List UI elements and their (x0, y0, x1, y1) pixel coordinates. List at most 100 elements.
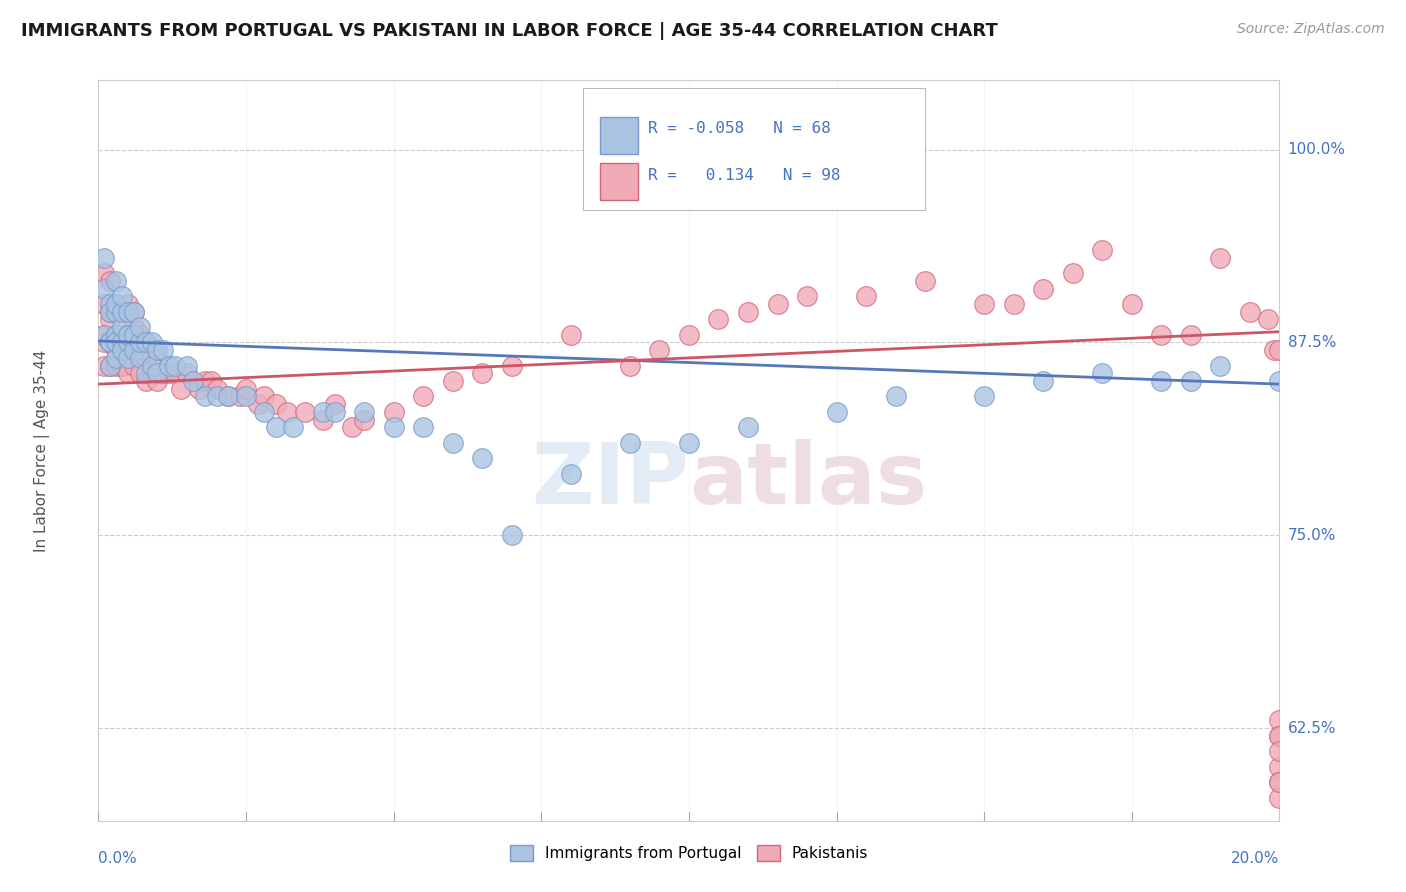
Point (471, 367, 494, 381)
Point (141, 359, 163, 373)
Point (128, 335, 150, 350)
Point (93, 335, 115, 350)
Point (98, 359, 121, 373)
Point (105, 274, 128, 288)
Point (105, 335, 128, 350)
Point (342, 420, 364, 434)
Point (1268, 744, 1291, 758)
Point (294, 405, 316, 419)
Point (194, 374, 217, 388)
Text: 87.5%: 87.5% (1288, 335, 1336, 350)
Point (146, 367, 169, 381)
Point (93, 266, 115, 280)
Point (1268, 775, 1291, 789)
Point (412, 420, 434, 434)
Point (117, 327, 139, 342)
Point (914, 274, 936, 288)
Point (111, 343, 134, 358)
Point (117, 367, 139, 381)
Point (1150, 327, 1173, 342)
Point (353, 412, 375, 426)
Point (1268, 775, 1291, 789)
Text: ZIP: ZIP (531, 439, 689, 522)
Text: 20.0%: 20.0% (1232, 851, 1279, 866)
Point (412, 389, 434, 403)
Point (264, 420, 287, 434)
Point (111, 304, 134, 318)
Point (98, 335, 121, 350)
Point (170, 382, 193, 396)
Point (152, 367, 174, 381)
Point (98, 297, 121, 311)
Text: 100.0%: 100.0% (1288, 142, 1346, 157)
Point (152, 343, 174, 358)
Point (105, 304, 128, 318)
Point (246, 397, 269, 411)
Point (217, 389, 239, 403)
Point (135, 335, 157, 350)
Point (973, 389, 995, 403)
Point (93, 327, 115, 342)
Point (441, 374, 464, 388)
Point (1180, 374, 1202, 388)
Point (264, 397, 287, 411)
Point (98, 304, 121, 318)
Point (93, 359, 115, 373)
Point (737, 304, 759, 318)
Text: 0.0%: 0.0% (98, 851, 138, 866)
Point (200, 374, 222, 388)
Point (111, 289, 134, 303)
Point (1209, 251, 1232, 265)
Text: 62.5%: 62.5% (1288, 721, 1336, 736)
Point (1268, 374, 1291, 388)
Point (128, 320, 150, 334)
Point (98, 312, 121, 326)
Point (157, 367, 180, 381)
Point (501, 528, 523, 542)
Point (205, 382, 228, 396)
Text: 75.0%: 75.0% (1288, 528, 1336, 543)
Point (105, 304, 128, 318)
Point (619, 359, 641, 373)
Point (707, 312, 730, 326)
Text: R = -0.058   N = 68: R = -0.058 N = 68 (648, 121, 831, 136)
Point (146, 351, 169, 365)
Point (1257, 312, 1279, 326)
Point (217, 389, 239, 403)
Point (560, 327, 582, 342)
Point (176, 359, 198, 373)
Text: In Labor Force | Age 35-44: In Labor Force | Age 35-44 (34, 350, 49, 551)
Point (105, 297, 128, 311)
Point (98, 335, 121, 350)
Point (105, 335, 128, 350)
Point (122, 359, 145, 373)
Point (122, 320, 145, 334)
Point (181, 374, 204, 388)
Point (382, 420, 405, 434)
Point (766, 297, 789, 311)
Point (93, 327, 115, 342)
Point (122, 304, 145, 318)
Point (253, 389, 276, 403)
Point (560, 467, 582, 481)
Point (1209, 359, 1232, 373)
Point (122, 343, 145, 358)
Point (105, 343, 128, 358)
Point (111, 335, 134, 350)
Point (93, 281, 115, 295)
Point (884, 389, 907, 403)
Point (1062, 266, 1084, 280)
Point (235, 389, 257, 403)
Point (93, 297, 115, 311)
Point (128, 335, 150, 350)
Point (122, 335, 145, 350)
Point (165, 367, 187, 381)
Point (973, 297, 995, 311)
Point (135, 351, 157, 365)
Point (501, 359, 523, 373)
Point (122, 327, 145, 342)
Point (678, 435, 700, 450)
Text: R =   0.134   N = 98: R = 0.134 N = 98 (648, 168, 841, 183)
Point (176, 367, 198, 381)
Point (323, 397, 346, 411)
